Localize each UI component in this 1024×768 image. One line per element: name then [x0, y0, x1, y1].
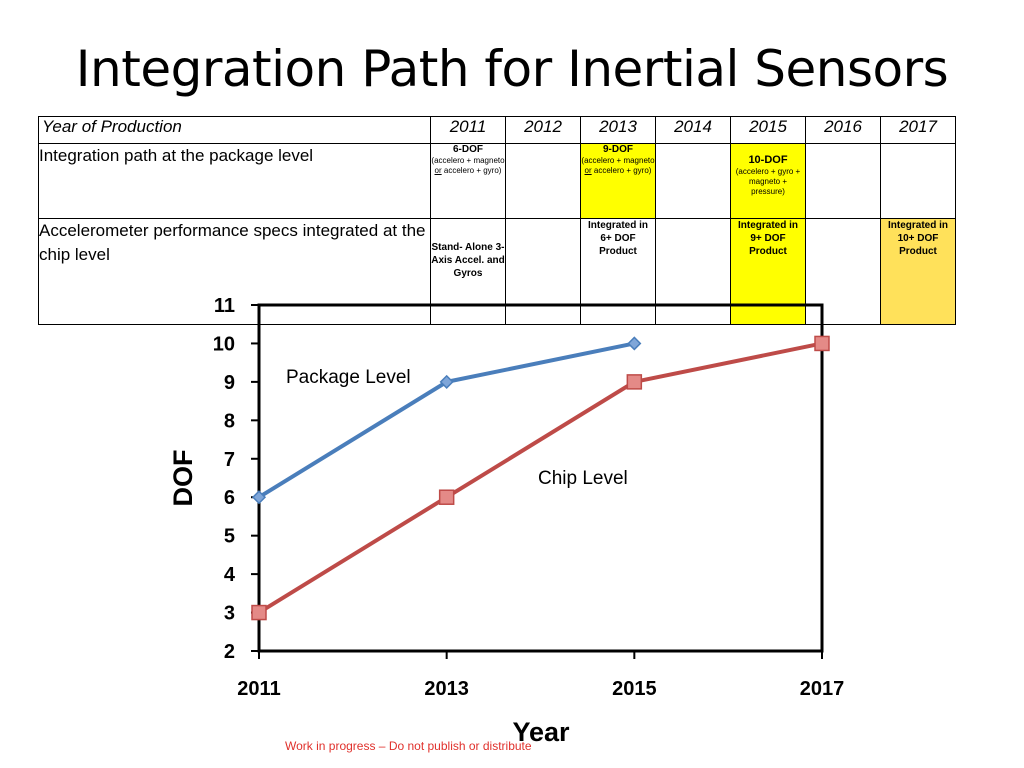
plot-area — [257, 303, 824, 653]
cell-title: 6-DOF — [453, 144, 483, 155]
y-tick-label: 4 — [224, 564, 236, 586]
table-row-chip-level: Accelerometer performance specs integrat… — [38, 218, 956, 325]
y-tick-label: 3 — [224, 603, 235, 625]
footer-disclaimer: Work in progress – Do not publish or dis… — [285, 739, 532, 753]
data-point — [251, 604, 267, 621]
x-tick-label: 2015 — [612, 678, 657, 700]
slide-title: Integration Path for Inertial Sensors — [75, 40, 949, 98]
cell-package-2017 — [880, 143, 956, 219]
cell-package-2014 — [655, 143, 731, 219]
row-label-package-level: Integration path at the package level — [38, 143, 431, 219]
cell-subtext: (accelero + magneto or accelero + gyro) — [431, 156, 505, 175]
table-row-package-level: Integration path at the package level 6-… — [38, 143, 956, 219]
y-tick-label: 8 — [224, 410, 235, 432]
series-label: Chip Level — [538, 468, 628, 489]
cell-package-2013: 9-DOF (accelero + magneto or accelero + … — [580, 143, 656, 219]
header-year: 2014 — [655, 116, 731, 144]
header-year: 2012 — [505, 116, 581, 144]
x-tick-label: 2017 — [800, 678, 845, 700]
cell-package-2011: 6-DOF (accelero + magneto or accelero + … — [430, 143, 506, 219]
table-header-row: Year of Production 2011 2012 2013 2014 2… — [38, 116, 956, 144]
y-tick-label: 10 — [213, 333, 235, 355]
header-year-of-production: Year of Production — [38, 116, 431, 144]
data-point — [251, 490, 267, 505]
header-year: 2015 — [730, 116, 806, 144]
data-point — [627, 336, 642, 351]
y-tick-label: 2 — [224, 641, 235, 663]
cell-subtext: (accelero + gyro + magneto + pressure) — [735, 167, 801, 196]
x-tick-label: 2011 — [237, 678, 280, 700]
header-year: 2011 — [430, 116, 506, 144]
y-tick-label: 7 — [224, 449, 235, 471]
y-tick-label: 9 — [224, 372, 235, 394]
cell-subtext: (accelero + magneto or accelero + gyro) — [581, 156, 655, 175]
y-tick-label: 6 — [224, 487, 235, 509]
data-point — [438, 489, 455, 505]
y-axis-label: DOF — [168, 450, 198, 507]
data-point — [814, 335, 830, 352]
cell-title: 9-DOF — [603, 144, 633, 155]
cell-chip-2011: Stand- Alone 3-Axis Accel. and Gyros — [430, 218, 506, 325]
cell-chip-2017: Integrated in 10+ DOF Product — [880, 218, 956, 325]
cell-chip-2013: Integrated in 6+ DOF Product — [580, 218, 656, 325]
header-year: 2016 — [805, 116, 881, 144]
row-label-chip-level: Accelerometer performance specs integrat… — [38, 218, 431, 325]
series-label: Package Level — [286, 367, 411, 388]
data-point — [439, 374, 454, 389]
x-axis-label: Year — [512, 717, 570, 747]
cell-chip-2014 — [655, 218, 731, 325]
integration-roadmap-table: Year of Production 2011 2012 2013 2014 2… — [38, 116, 956, 325]
cell-chip-2012 — [505, 218, 581, 325]
cell-title: 10-DOF — [748, 154, 788, 166]
y-tick-label: 5 — [224, 526, 235, 548]
series-line — [257, 341, 823, 615]
y-tick-label: 11 — [214, 295, 235, 317]
data-point — [626, 374, 643, 390]
x-tick-label: 2013 — [424, 678, 469, 700]
cell-chip-2015: Integrated in 9+ DOF Product — [730, 218, 806, 325]
